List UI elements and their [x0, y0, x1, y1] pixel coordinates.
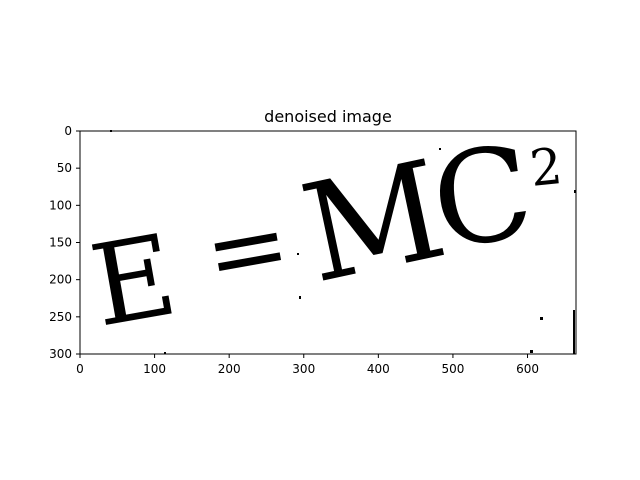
x-tick-label: 100	[143, 362, 166, 376]
y-tick-label: 250	[49, 310, 72, 324]
y-tick-label: 150	[49, 236, 72, 250]
noise-speck	[439, 148, 441, 150]
x-tick-label: 500	[441, 362, 464, 376]
noise-speck	[530, 350, 533, 353]
noise-speck	[540, 317, 543, 320]
x-tick-label: 400	[367, 362, 390, 376]
x-axis: 0 100 200 300 400 500 600	[76, 354, 539, 376]
glyph-c: C	[424, 118, 542, 279]
glyph-exponent: 2	[527, 137, 565, 198]
noise-speck	[297, 253, 299, 255]
y-tick-label: 50	[57, 161, 72, 175]
noise-speck	[574, 190, 576, 193]
y-tick-label: 0	[64, 124, 72, 138]
noise-speck	[299, 296, 301, 299]
figure-title: denoised image	[264, 107, 392, 126]
x-tick-label: 300	[292, 362, 315, 376]
noise-speck	[164, 352, 166, 354]
glyph-equals: =	[196, 184, 299, 314]
noise-speck	[573, 310, 575, 354]
image-background	[80, 131, 576, 354]
x-tick-label: 0	[76, 362, 84, 376]
y-tick-label: 100	[49, 198, 72, 212]
y-tick-label: 300	[49, 347, 72, 361]
y-tick-label: 200	[49, 273, 72, 287]
y-axis: 0 50 100 150 200 250 300	[49, 124, 80, 361]
x-tick-label: 200	[218, 362, 241, 376]
glyph-m: M	[290, 131, 458, 313]
image-area: E = M C 2	[79, 118, 577, 355]
x-tick-label: 600	[516, 362, 539, 376]
